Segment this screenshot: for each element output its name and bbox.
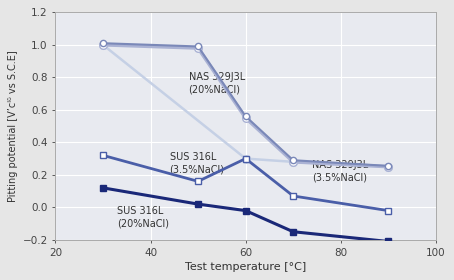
Text: NAS 329J3L
(20%NaCl): NAS 329J3L (20%NaCl): [188, 73, 245, 95]
Text: SUS 316L
(20%NaCl): SUS 316L (20%NaCl): [117, 206, 169, 228]
Text: NAS 329J3L
(3.5%NaCl): NAS 329J3L (3.5%NaCl): [312, 160, 369, 183]
Text: SUS 316L
(3.5%NaCl): SUS 316L (3.5%NaCl): [169, 152, 225, 174]
X-axis label: Test temperature [°C]: Test temperature [°C]: [185, 262, 306, 272]
Y-axis label: Pitting potential [V’cᴵᵟ vs S.C.E]: Pitting potential [V’cᴵᵟ vs S.C.E]: [8, 50, 18, 202]
